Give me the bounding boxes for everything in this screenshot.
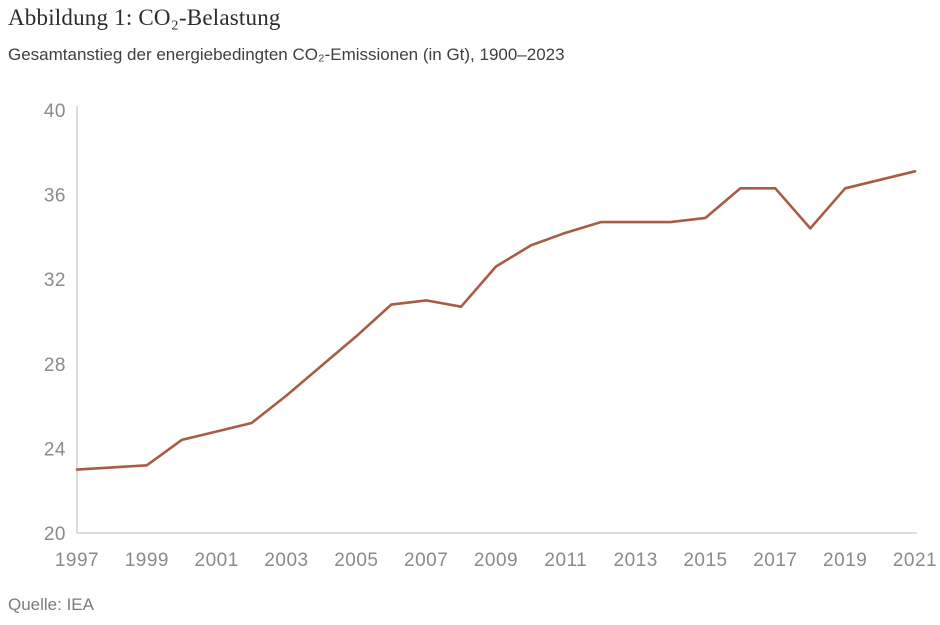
x-tick-label: 1997 bbox=[55, 550, 99, 571]
figure-subtitle: Gesamtanstieg der energiebedingten CO₂-E… bbox=[8, 45, 565, 64]
y-tick-label: 24 bbox=[44, 439, 66, 460]
y-tick-label: 20 bbox=[44, 524, 66, 545]
x-tick-label: 2009 bbox=[474, 550, 518, 571]
x-tick-label: 2007 bbox=[404, 550, 448, 571]
emissions-line bbox=[75, 170, 917, 471]
x-tick-label: 2017 bbox=[753, 550, 797, 571]
x-tick-label: 2005 bbox=[334, 550, 378, 571]
y-tick-label: 40 bbox=[44, 101, 66, 122]
x-tick-label: 2013 bbox=[614, 550, 658, 571]
x-tick-label: 1999 bbox=[125, 550, 169, 571]
x-tick-label: 2001 bbox=[195, 550, 239, 571]
x-tick-label: 2015 bbox=[683, 550, 727, 571]
y-tick-label: 32 bbox=[44, 270, 66, 291]
y-tick-label: 28 bbox=[44, 355, 66, 376]
x-tick-label: 2003 bbox=[264, 550, 308, 571]
x-tick-label: 2011 bbox=[544, 550, 587, 571]
x-tick-label: 2019 bbox=[823, 550, 867, 571]
figure-title: Abbildung 1: CO₂-Belastung bbox=[8, 5, 281, 30]
source-note: Quelle: IEA bbox=[8, 595, 94, 614]
y-tick-label: 36 bbox=[44, 186, 66, 207]
x-tick-label: 2021 bbox=[893, 550, 937, 571]
